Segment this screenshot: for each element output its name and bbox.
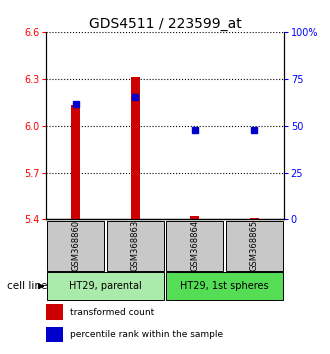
Text: GSM368863: GSM368863 <box>131 220 140 272</box>
Text: cell line: cell line <box>7 281 48 291</box>
Bar <box>250 218 259 219</box>
Bar <box>166 221 223 270</box>
Text: HT29, 1st spheres: HT29, 1st spheres <box>180 281 269 291</box>
Bar <box>226 221 282 270</box>
Bar <box>72 105 81 219</box>
Title: GDS4511 / 223599_at: GDS4511 / 223599_at <box>89 17 241 31</box>
Bar <box>131 77 140 219</box>
Bar <box>190 216 199 219</box>
Text: percentile rank within the sample: percentile rank within the sample <box>70 330 223 339</box>
Text: GSM368865: GSM368865 <box>249 220 259 272</box>
Bar <box>48 272 164 300</box>
Bar <box>48 221 104 270</box>
Bar <box>166 272 282 300</box>
Bar <box>46 327 63 342</box>
Text: transformed count: transformed count <box>70 308 154 316</box>
Text: GSM368864: GSM368864 <box>190 220 199 272</box>
Bar <box>107 221 164 270</box>
Text: GSM368860: GSM368860 <box>71 220 81 272</box>
Bar <box>46 304 63 320</box>
Text: HT29, parental: HT29, parental <box>69 281 142 291</box>
